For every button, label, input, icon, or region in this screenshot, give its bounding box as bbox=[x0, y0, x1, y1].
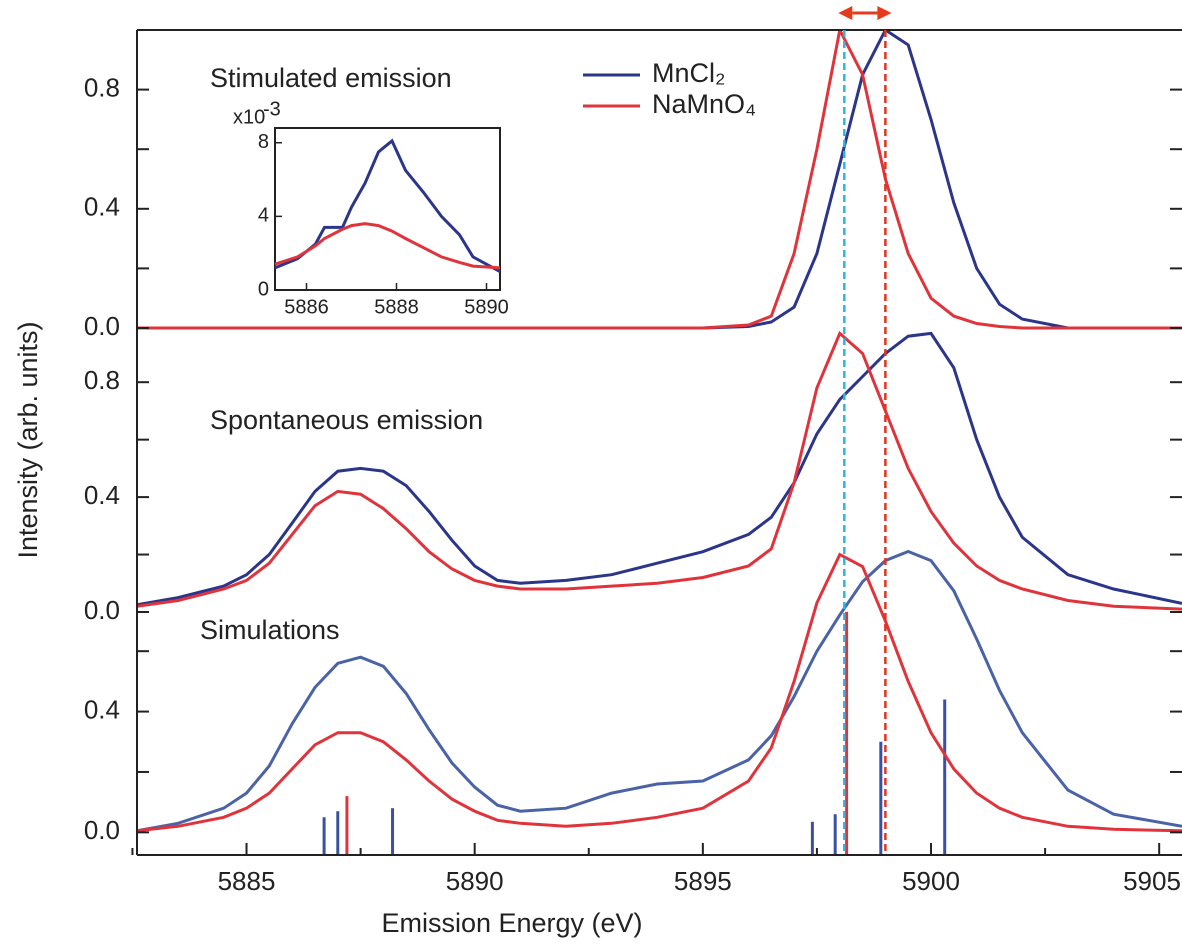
inset-line bbox=[274, 222, 501, 270]
inset-y-tick-label: 0 bbox=[258, 278, 269, 300]
legend-label: MnCl₂ bbox=[652, 58, 726, 88]
inset-multiplier: x10 bbox=[233, 106, 265, 128]
line-series bbox=[137, 30, 1182, 330]
inset-line bbox=[274, 138, 501, 273]
y-tick-label: 0.8 bbox=[84, 365, 120, 395]
y-axis-title: Intensity (arb. units) bbox=[13, 321, 43, 558]
panel-label: Spontaneous emission bbox=[210, 405, 483, 435]
y-tick-label: 0.4 bbox=[84, 694, 120, 724]
panel-label: Stimulated emission bbox=[210, 63, 452, 93]
line-series bbox=[137, 330, 1182, 611]
x-tick-label: 5885 bbox=[218, 866, 276, 896]
x-tick-label: 5895 bbox=[674, 866, 732, 896]
inset-x-tick-label: 5886 bbox=[284, 296, 329, 318]
inset-y-tick-label: 8 bbox=[258, 131, 269, 153]
line-series bbox=[137, 552, 1182, 833]
y-tick-label: 0.8 bbox=[84, 72, 120, 102]
x-tick-label: 5890 bbox=[446, 866, 504, 896]
line-series bbox=[137, 549, 1182, 833]
line-series bbox=[137, 331, 1182, 607]
y-tick-label: 0.4 bbox=[84, 192, 120, 222]
x-tick-label: 5905 bbox=[1123, 866, 1181, 896]
y-tick-label: 0.0 bbox=[84, 595, 120, 625]
y-tick-label: 0.0 bbox=[84, 311, 120, 341]
y-tick-label: 0.4 bbox=[84, 480, 120, 510]
x-axis-title: Emission Energy (eV) bbox=[381, 908, 642, 938]
inset-multiplier-exp: -3 bbox=[263, 98, 281, 120]
inset-x-tick-label: 5888 bbox=[374, 296, 419, 318]
legend-label: NaMnO₄ bbox=[652, 89, 756, 119]
inset-x-tick-label: 5890 bbox=[464, 296, 509, 318]
panel-label: Simulations bbox=[200, 615, 340, 645]
inset-y-tick-label: 4 bbox=[258, 205, 269, 227]
y-tick-label: 0.0 bbox=[84, 815, 120, 845]
x-tick-label: 5900 bbox=[902, 866, 960, 896]
arrow-head bbox=[838, 6, 892, 20]
